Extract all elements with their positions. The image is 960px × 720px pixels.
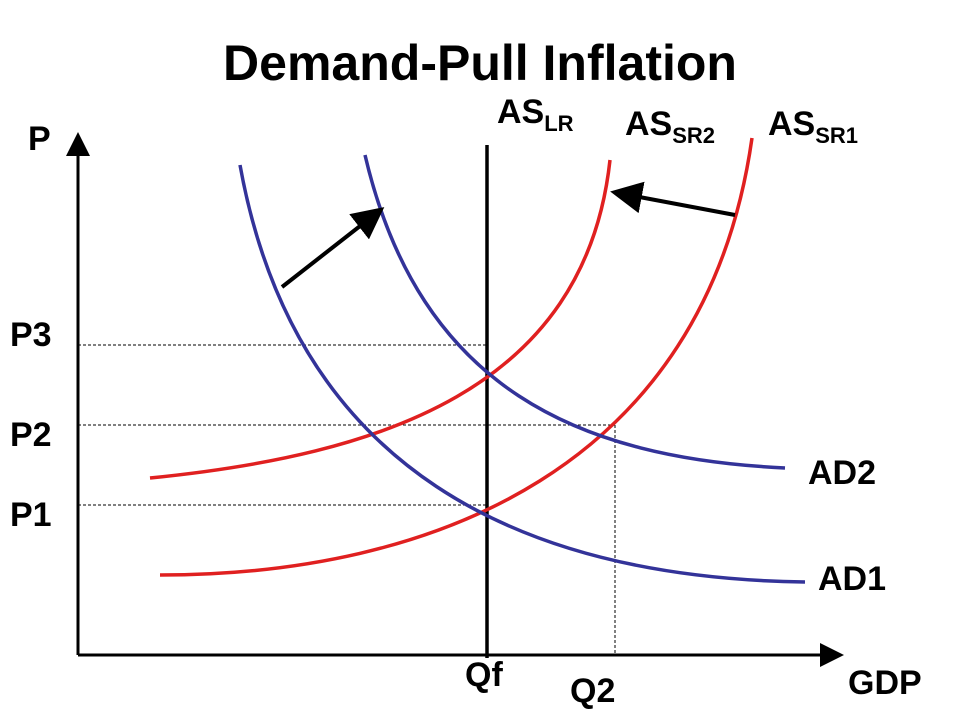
quantity-label: Q2: [570, 672, 615, 710]
curve-label-main: AS: [768, 105, 815, 143]
curve-label: ASLR: [497, 93, 574, 136]
curve-label: AD1: [818, 560, 886, 598]
shift-arrow: [610, 181, 736, 217]
curve-label: ASSR1: [768, 105, 858, 148]
as-sr2-curve: [149, 159, 612, 480]
quantity-label: Qf: [465, 656, 503, 694]
as-sr1-curve: [159, 137, 754, 577]
curve-label: ASSR2: [625, 105, 715, 148]
y-axis-label: P: [28, 120, 51, 158]
title: Demand-Pull Inflation: [223, 35, 737, 91]
curve-label: AD2: [808, 454, 876, 492]
price-label: P2: [10, 416, 52, 454]
curve-label-sub: LR: [544, 111, 573, 136]
ad1-curve: [238, 164, 806, 584]
x-axis-label: GDP: [848, 664, 922, 702]
price-label: P3: [10, 316, 52, 354]
curve-label-sub: SR2: [672, 123, 715, 148]
curve-label-sub: SR1: [815, 123, 858, 148]
price-label: P1: [10, 496, 52, 534]
ad2-curve: [363, 154, 786, 470]
shift-arrow: [280, 207, 385, 289]
curve-label-main: AS: [625, 105, 672, 143]
curve-label-main: AS: [497, 93, 544, 131]
